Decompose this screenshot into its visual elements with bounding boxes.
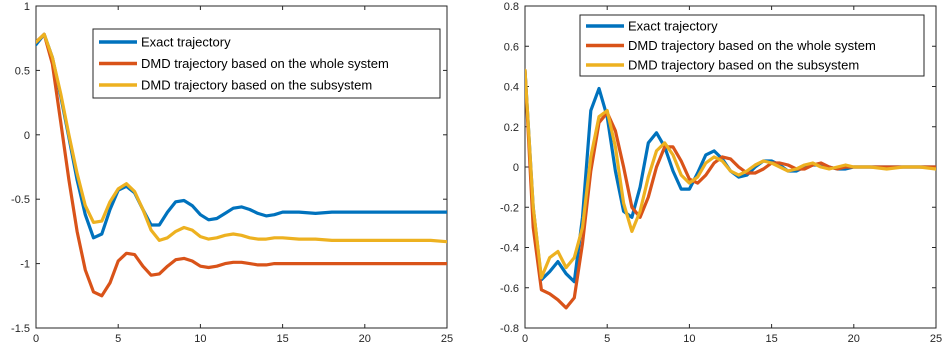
x-tick-label: 25	[441, 333, 453, 345]
legend-label-2: DMD trajectory based on the whole system	[628, 38, 876, 53]
series-group	[525, 68, 936, 310]
series-line-3	[36, 32, 447, 244]
x-tick-label: 15	[276, 333, 288, 345]
legend: Exact trajectory DMD trajectory based on …	[92, 28, 441, 99]
series-line-1	[36, 32, 447, 240]
chart-right: 0 5 10 15 20 25 -0.8 -0.6 -0.4 -0.2 0 0.2 0.4 0.6 0.8 E…	[500, 1, 942, 345]
x-tick-label: 15	[765, 333, 777, 345]
y-tick-label: 0.2	[504, 122, 519, 134]
y-tick-label: -0.4	[500, 243, 519, 255]
y-tick-label: -0.2	[500, 202, 519, 214]
y-tick-label: 1	[24, 1, 30, 13]
y-tick-label: -0.6	[500, 283, 519, 295]
y-tick-label: -0.5	[11, 194, 30, 206]
x-tick-label: 0	[522, 333, 528, 345]
y-tick-label: 0.8	[504, 1, 519, 13]
x-tick-label: 10	[683, 333, 695, 345]
y-tick-label: -1	[20, 259, 30, 271]
legend-box	[92, 28, 441, 99]
y-tick-label: 0.5	[15, 65, 30, 77]
x-tick-label: 0	[33, 333, 39, 345]
legend-label-3: DMD trajectory based on the subsystem	[141, 78, 372, 93]
y-tick-label: 0.6	[504, 41, 519, 53]
series-line-2	[36, 32, 447, 298]
legend-label-2: DMD trajectory based on the whole system	[141, 56, 389, 71]
y-tick-label: -1.5	[11, 323, 30, 335]
legend-label-3: DMD trajectory based on the subsystem	[628, 58, 859, 73]
series-line-3	[525, 68, 936, 280]
chart-left: 0 5 10 15 20 25 -1.5 -1 -0.5 0 0.5 1 Exact trajector…	[11, 1, 453, 345]
y-tick-label: 0.4	[504, 82, 519, 94]
y-tick-label: 0	[24, 130, 30, 142]
x-tick-label: 10	[194, 333, 206, 345]
series-group	[36, 32, 447, 298]
x-tick-label: 5	[115, 333, 121, 345]
x-tick-label: 20	[359, 333, 371, 345]
legend-label-1: Exact trajectory	[628, 19, 718, 34]
x-tick-label: 20	[848, 333, 860, 345]
legend-box	[579, 14, 925, 77]
x-tick-label: 5	[604, 333, 610, 345]
y-tick-label: -0.8	[500, 323, 519, 335]
x-tick-label: 25	[930, 333, 942, 345]
legend-label-1: Exact trajectory	[141, 35, 231, 50]
y-tick-label: 0	[513, 162, 519, 174]
legend: Exact trajectory DMD trajectory based on …	[579, 14, 925, 77]
